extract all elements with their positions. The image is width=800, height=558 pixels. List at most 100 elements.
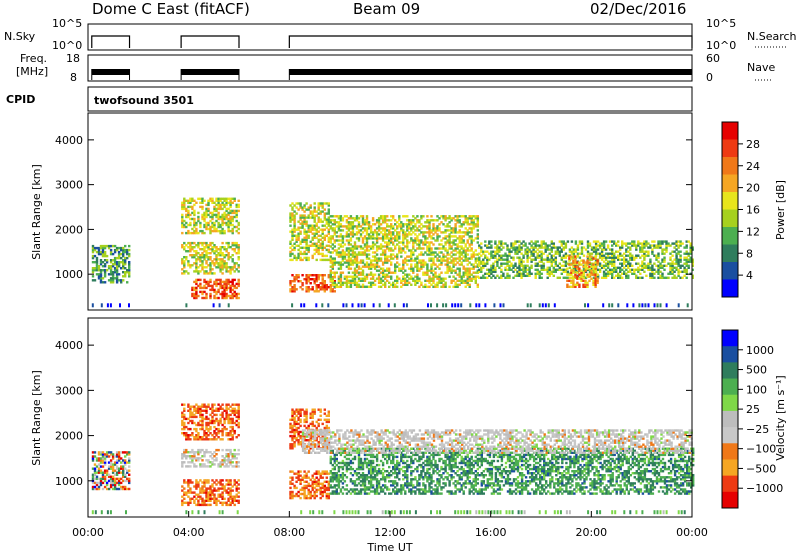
heatmap-cell xyxy=(361,303,363,307)
heatmap-cell xyxy=(238,483,240,485)
heatmap-cell xyxy=(185,502,187,504)
heatmap-cell xyxy=(579,240,581,242)
heatmap-cell xyxy=(669,257,671,259)
heatmap-cell xyxy=(124,474,126,476)
heatmap-cell xyxy=(185,222,187,224)
nsearch-tick-bottom: 10^0 xyxy=(706,39,736,52)
heatmap-cell xyxy=(522,261,524,263)
heatmap-cell xyxy=(314,202,316,204)
heatmap-cell xyxy=(221,242,223,244)
heatmap-cell xyxy=(195,465,197,467)
heatmap-cell xyxy=(579,257,581,259)
heatmap-cell xyxy=(376,253,378,255)
heatmap-cell xyxy=(234,430,236,432)
heatmap-cell xyxy=(639,257,641,259)
heatmap-cell xyxy=(118,273,120,275)
heatmap-cell xyxy=(221,504,223,506)
heatmap-cell xyxy=(352,303,354,307)
heatmap-cell xyxy=(589,242,591,244)
heatmap-cell xyxy=(229,281,231,283)
heatmap-cell xyxy=(645,275,647,277)
heatmap-cell xyxy=(128,488,130,490)
heatmap-cell xyxy=(379,303,381,307)
heatmap-cell xyxy=(234,449,236,451)
power-ylabel: Slant Range [km] xyxy=(30,164,43,260)
heatmap-cell xyxy=(477,229,479,231)
heatmap-cell xyxy=(382,239,384,241)
heatmap-cell xyxy=(308,249,310,251)
heatmap-cell xyxy=(430,215,432,217)
heatmap-cell xyxy=(651,265,653,267)
heatmap-cell xyxy=(442,253,444,255)
heatmap-cell xyxy=(653,277,655,279)
heatmap-cell xyxy=(205,242,207,244)
heatmap-cell xyxy=(412,259,414,261)
heatmap-cell xyxy=(478,303,480,307)
heatmap-cell xyxy=(119,303,121,307)
heatmap-cell xyxy=(669,265,671,267)
heatmap-cell xyxy=(471,247,473,249)
heatmap-cell xyxy=(209,426,211,428)
heatmap-cell xyxy=(199,487,201,489)
heatmap-cell xyxy=(199,206,201,208)
heatmap-cell xyxy=(112,273,114,275)
nsky-tick-bottom: 10^0 xyxy=(52,39,82,52)
heatmap-cell xyxy=(229,285,231,287)
heatmap-cell xyxy=(588,261,590,263)
heatmap-cell xyxy=(623,271,625,273)
heatmap-cell xyxy=(215,208,217,210)
heatmap-cell xyxy=(686,244,688,246)
heatmap-cell xyxy=(609,261,611,263)
heatmap-cell xyxy=(189,428,191,430)
heatmap-cell xyxy=(644,303,646,307)
heatmap-cell xyxy=(686,277,688,279)
heatmap-cell xyxy=(563,277,565,279)
heatmap-cell xyxy=(542,303,544,307)
heatmap-cell xyxy=(548,303,550,307)
heatmap-cell xyxy=(234,479,236,481)
heatmap-cell xyxy=(396,239,398,241)
heatmap-cell xyxy=(410,284,412,286)
heatmap-cell xyxy=(593,251,595,253)
colorbar-tick-label: 28 xyxy=(746,138,760,151)
heatmap-cell xyxy=(488,246,490,248)
nsky-panel: N.Sky 10^5 10^0 10^5 10^0 N.Search xyxy=(4,17,797,52)
heatmap-cell xyxy=(679,255,681,257)
heatmap-cell xyxy=(106,259,108,261)
heatmap-cell xyxy=(362,239,364,241)
heatmap-cell xyxy=(195,428,197,430)
y-tick-label: 3000 xyxy=(55,179,83,192)
heatmap-cell xyxy=(106,255,108,257)
heatmap-cell xyxy=(312,286,314,288)
heatmap-cell xyxy=(211,479,213,481)
heatmap-cell xyxy=(390,223,392,225)
heatmap-cell xyxy=(124,455,126,457)
heatmap-cell xyxy=(232,438,234,440)
heatmap-cell xyxy=(412,278,414,280)
heatmap-cell xyxy=(653,263,655,265)
heatmap-cell xyxy=(199,479,201,481)
heatmap-cell xyxy=(480,242,482,244)
heatmap-cell xyxy=(207,208,209,210)
heatmap-cell xyxy=(229,504,231,506)
heatmap-cell xyxy=(207,404,209,406)
heatmap-cell xyxy=(527,303,529,307)
heatmap-cell xyxy=(328,208,330,210)
heatmap-cell xyxy=(122,279,124,281)
heatmap-cell xyxy=(305,253,307,255)
nave-label: Nave xyxy=(747,61,775,74)
heatmap-cell xyxy=(567,240,569,242)
heatmap-cell xyxy=(215,266,217,268)
heatmap-cell xyxy=(328,249,330,251)
heatmap-cell xyxy=(229,216,231,218)
heatmap-cell xyxy=(354,241,356,243)
heatmap-cell xyxy=(118,468,120,470)
heatmap-cell xyxy=(633,240,635,242)
heatmap-cell xyxy=(607,244,609,246)
heatmap-cell xyxy=(503,303,505,307)
colorbar-swatch xyxy=(722,245,738,263)
heatmap-cell xyxy=(181,463,183,465)
heatmap-cell xyxy=(396,225,398,227)
heatmap-cell xyxy=(223,230,225,232)
